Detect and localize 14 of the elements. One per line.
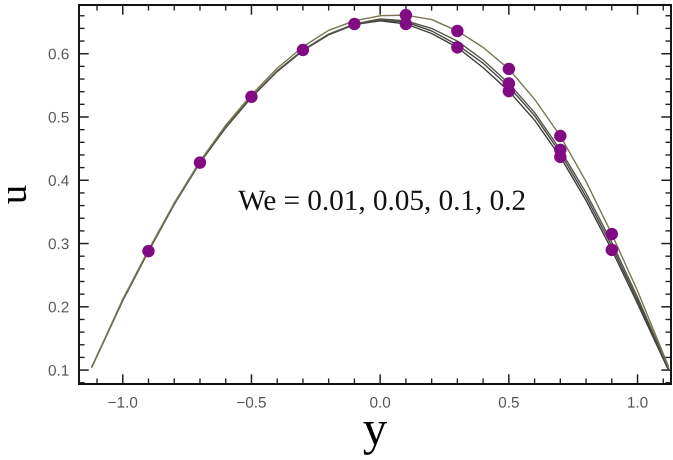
y-tick-label: 0.3 (48, 238, 69, 250)
x-tick-label: −0.5 (237, 396, 266, 408)
y-tick-label: 0.6 (48, 48, 69, 60)
x-tick-label: 0.0 (370, 396, 390, 408)
y-tick-label: 0.2 (48, 302, 69, 312)
annotation: We = 0.01, 0.05, 0.1, 0.2 (238, 190, 524, 214)
y-tick-label: 0.5 (48, 112, 69, 123)
y-tick-label: 0.4 (48, 175, 69, 186)
x-tick-label: 1.0 (628, 396, 648, 408)
y-tick-label: 0.1 (48, 364, 69, 376)
x-axis-title: y (363, 422, 387, 455)
x-tick-label: 0.5 (498, 396, 519, 408)
x-tick-label: −1.0 (108, 396, 138, 408)
y-axis-title: u (8, 185, 26, 204)
